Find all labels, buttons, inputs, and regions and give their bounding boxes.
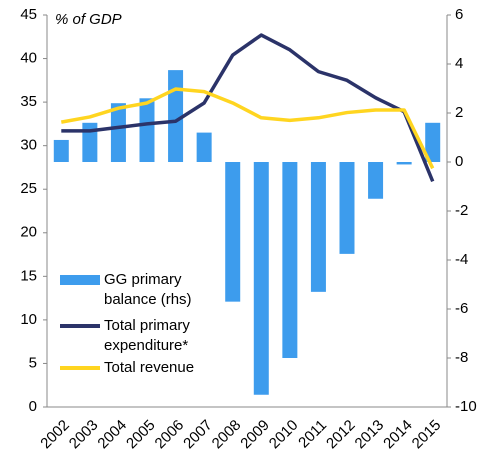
legend-swatch [60,366,100,370]
bar [425,122,441,162]
bar [282,162,298,358]
y-tick-label: 0 [29,398,37,415]
line [61,33,435,183]
bar [110,103,126,162]
y-tick-label: 5 [29,354,37,371]
x-tick-label: 2002 [37,417,73,453]
bar [253,162,269,395]
bar [196,132,212,162]
y2-tick-label: -2 [455,202,468,219]
bar [396,162,412,165]
y2-tick-label: 4 [455,55,463,72]
bar [339,162,355,254]
bar [168,70,184,162]
x-tick-label: 2010 [266,417,302,453]
y2-tick-label: 6 [455,6,463,23]
x-tick-label: 2013 [352,417,388,453]
line [60,87,435,170]
legend-item: GG primary balance (rhs) [60,270,229,310]
x-tick-label: 2008 [209,417,245,453]
unit-label: % of GDP [55,11,122,28]
y-tick-label: 10 [20,311,37,328]
x-tick-label: 2006 [152,417,188,453]
x-tick-label: 2011 [295,417,330,452]
y-tick-label: 15 [20,267,37,284]
y-tick-label: 40 [20,50,37,67]
x-tick-label: 2015 [409,417,445,453]
y2-tick-label: -4 [455,251,468,268]
bar [310,162,326,292]
y2-tick-label: -6 [455,300,468,317]
legend-label: Total primary expenditure* [104,317,190,354]
y-tick-label: 30 [20,137,37,154]
legend-label: GG primary balance (rhs) [104,271,192,308]
y2-tick-label: -10 [455,398,477,415]
y-tick-label: 25 [20,180,37,197]
y2-tick-label: 2 [455,104,463,121]
legend-item: Total primary expenditure* [60,316,229,356]
bar [53,139,69,162]
x-tick-label: 2003 [66,417,102,453]
x-tick-label: 2009 [237,417,273,453]
legend-item: Total revenue [60,358,229,378]
legend-swatch [60,324,100,328]
bar [368,162,384,199]
y-tick-label: 20 [20,224,37,241]
y2-tick-label: 0 [455,153,463,170]
y2-tick-label: -8 [455,349,468,366]
x-tick-label: 2012 [323,417,359,453]
x-tick-label: 2014 [380,417,416,453]
bar [139,98,155,162]
x-tick-label: 2007 [180,417,216,453]
bar [225,162,241,302]
x-tick-label: 2005 [123,417,159,453]
x-tick-label: 2004 [94,417,130,453]
legend-swatch [60,275,100,285]
y-tick-label: 35 [20,93,37,110]
legend-label: Total revenue [104,359,195,376]
y-tick-label: 45 [20,6,37,23]
